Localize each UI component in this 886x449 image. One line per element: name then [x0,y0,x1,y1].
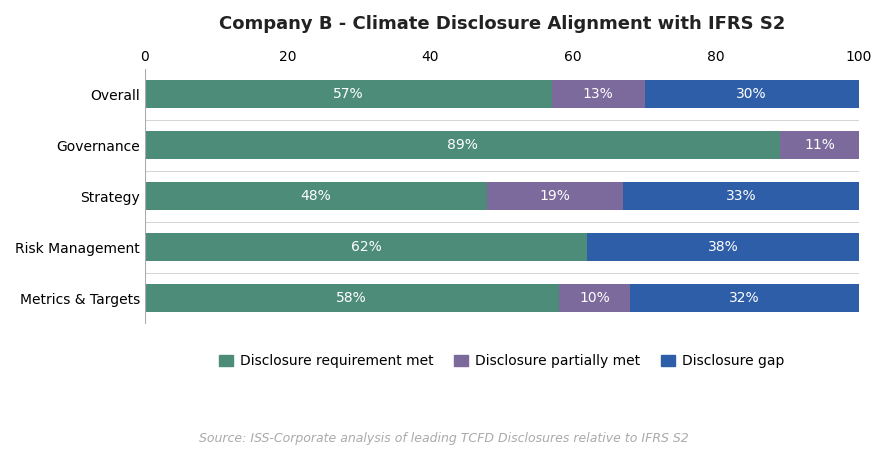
Bar [558,284,630,313]
Text: 30%: 30% [735,87,766,101]
Bar [630,284,858,313]
Text: 19%: 19% [540,189,570,203]
Text: 32%: 32% [728,291,759,305]
Bar [487,182,623,210]
Text: 13%: 13% [582,87,613,101]
Legend: Disclosure requirement met, Disclosure partially met, Disclosure gap: Disclosure requirement met, Disclosure p… [214,349,789,374]
Bar [144,233,587,261]
Bar [780,131,858,159]
Text: 11%: 11% [804,138,834,152]
Bar [644,80,858,108]
Bar [144,182,487,210]
Bar [587,233,858,261]
Text: Source: ISS-Corporate analysis of leading TCFD Disclosures relative to IFRS S2: Source: ISS-Corporate analysis of leadin… [198,431,688,445]
Text: 57%: 57% [332,87,363,101]
Text: 33%: 33% [725,189,756,203]
Text: 38%: 38% [707,240,738,254]
Text: 10%: 10% [579,291,610,305]
Bar [551,80,644,108]
Bar [144,80,551,108]
Text: 62%: 62% [350,240,381,254]
Bar [144,284,558,313]
Title: Company B - Climate Disclosure Alignment with IFRS S2: Company B - Climate Disclosure Alignment… [218,15,784,33]
Bar [623,182,858,210]
Text: 89%: 89% [447,138,478,152]
Text: 58%: 58% [336,291,367,305]
Bar [144,131,780,159]
Text: 48%: 48% [300,189,331,203]
